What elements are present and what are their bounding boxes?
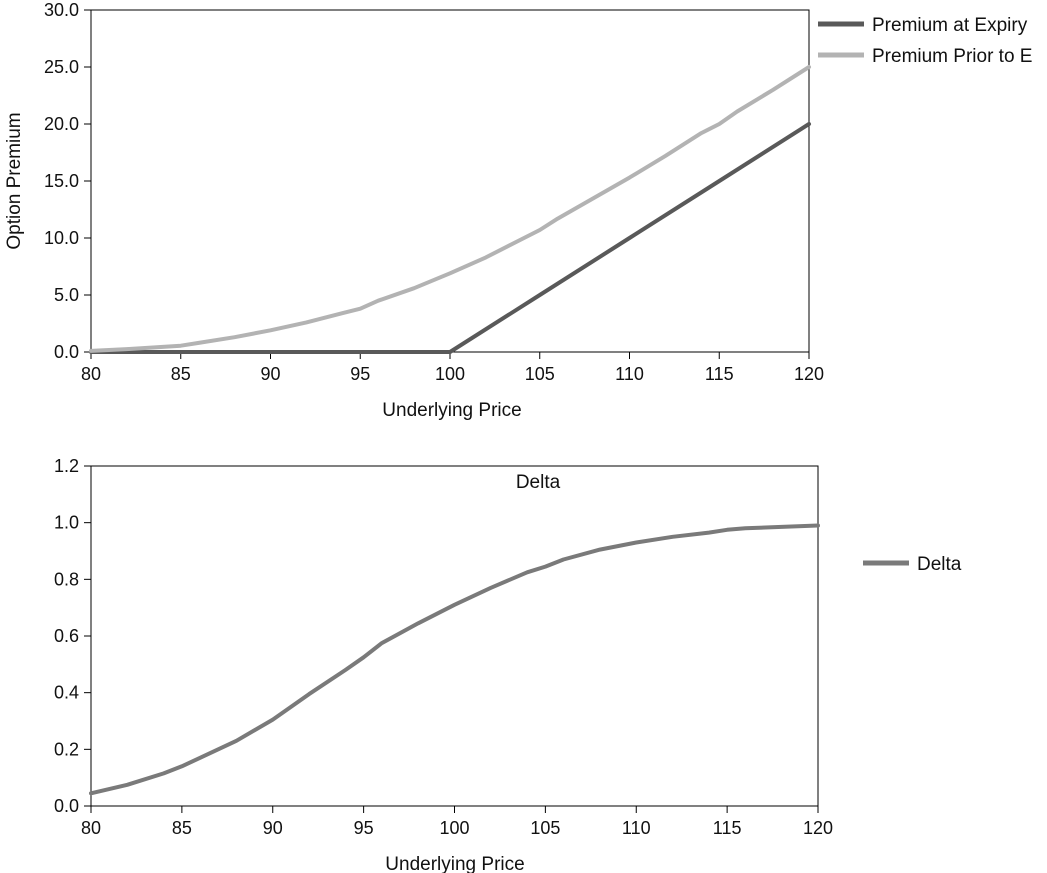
- x-tick-label: 85: [172, 818, 192, 838]
- series-line-premium-prior-to-expiry: [89, 65, 811, 353]
- premium-series: [89, 65, 811, 354]
- delta-axis-ticks: 80 85 90 95 100 105 110 115 120 0.0 0.2 0.4 0.6 0.8 1.…: [54, 456, 833, 838]
- premium-x-axis-label: Underlying Price: [382, 400, 521, 421]
- x-tick-label: 95: [350, 364, 370, 384]
- x-tick-label: 110: [622, 818, 651, 838]
- series-line-delta: [89, 523, 820, 796]
- x-tick-label: 105: [525, 364, 555, 384]
- x-tick-label: 120: [794, 364, 824, 384]
- y-tick-label: 30.0: [44, 0, 79, 20]
- premium-legend: Premium at Expiry Premium Prior to E: [818, 15, 1032, 67]
- legend-label-prior: Premium Prior to E: [872, 46, 1032, 67]
- legend-label-delta: Delta: [917, 554, 962, 575]
- x-tick-label: 90: [263, 818, 283, 838]
- y-tick-label: 0.2: [54, 739, 79, 759]
- series-line-premium-at-expiry: [89, 122, 811, 354]
- premium-plot-frame: [90, 9, 810, 353]
- x-tick-label: 85: [171, 364, 191, 384]
- delta-plot-frame: [90, 465, 819, 807]
- y-tick-label: 25.0: [44, 57, 79, 77]
- x-tick-label: 115: [713, 818, 742, 838]
- x-tick-label: 80: [81, 818, 101, 838]
- y-tick-label: 0.0: [54, 342, 79, 362]
- legend-label-expiry: Premium at Expiry: [872, 15, 1028, 36]
- x-tick-label: 105: [530, 818, 560, 838]
- y-tick-label: 20.0: [44, 114, 79, 134]
- delta-chart: 80 85 90 95 100 105 110 115 120 0.0 0.2 0.4 0.6 0.8 1.…: [54, 456, 962, 873]
- x-tick-label: 120: [803, 818, 833, 838]
- delta-x-axis-label: Underlying Price: [385, 854, 524, 873]
- x-tick-label: 80: [81, 364, 101, 384]
- y-tick-label: 0.6: [54, 626, 79, 646]
- delta-chart-title: Delta: [516, 472, 561, 493]
- delta-series: [89, 523, 820, 796]
- y-tick-label: 0.8: [54, 569, 79, 589]
- y-tick-label: 10.0: [44, 228, 79, 248]
- premium-axis-ticks: 80 85 90 95 100 105 110 115 120 0.0 5.0 10.0 15.0 20.…: [44, 0, 824, 384]
- premium-chart: 80 85 90 95 100 105 110 115 120 0.0 5.0 10.0 15.0 20.…: [4, 0, 1032, 421]
- y-tick-label: 0.0: [54, 796, 79, 816]
- premium-y-axis-label: Option Premium: [4, 112, 25, 249]
- x-tick-label: 90: [260, 364, 280, 384]
- x-tick-label: 100: [435, 364, 465, 384]
- delta-legend: Delta: [863, 554, 962, 575]
- y-tick-label: 1.2: [54, 456, 79, 476]
- x-tick-label: 100: [439, 818, 469, 838]
- y-tick-label: 0.4: [54, 683, 79, 703]
- x-tick-label: 115: [705, 364, 734, 384]
- y-tick-label: 15.0: [44, 171, 79, 191]
- y-tick-label: 1.0: [54, 513, 79, 533]
- x-tick-label: 110: [615, 364, 644, 384]
- y-tick-label: 5.0: [54, 285, 79, 305]
- x-tick-label: 95: [354, 818, 374, 838]
